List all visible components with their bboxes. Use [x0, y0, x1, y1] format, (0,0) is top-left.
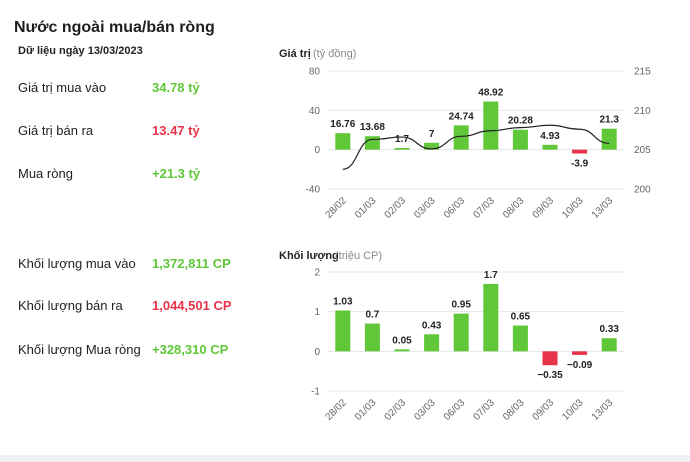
volume-bar — [601, 338, 617, 352]
volume-xtick-label: 09/03 — [531, 397, 557, 423]
sell-volume: 1,044,501 CP — [152, 298, 232, 313]
value-ytick-label: 80 — [309, 67, 321, 78]
value-ytick-label: 0 — [314, 145, 320, 156]
volume-data-label: 0.05 — [392, 335, 412, 346]
volume-data-label: 0.95 — [451, 300, 471, 311]
value-xtick-label: 02/03 — [383, 195, 409, 221]
volume-xtick-label: 02/03 — [383, 397, 409, 423]
value-y2tick-label: 215 — [634, 67, 651, 78]
value-data-label: 16.76 — [330, 119, 355, 130]
value-ytick-label: 40 — [309, 106, 321, 117]
value-data-label: -3.9 — [571, 159, 589, 170]
volume-ytick-label: 2 — [314, 268, 320, 279]
volume-bar — [542, 351, 558, 366]
volume-data-label: 1.7 — [484, 270, 498, 281]
value-data-label: 21.3 — [599, 115, 619, 126]
volume-xtick-label: 06/03 — [442, 397, 468, 423]
value-bar — [394, 147, 410, 150]
value-data-label: 48.92 — [478, 88, 503, 99]
volume-chart-unit: (triệu CP) — [335, 250, 382, 262]
buy-volume-label: Khối lượng mua vào — [18, 256, 136, 271]
volume-chart-title: Khối lượng — [279, 250, 339, 262]
volume-bar — [335, 310, 351, 352]
volume-bar — [512, 325, 528, 352]
value-bar — [572, 149, 588, 154]
bottom-band — [0, 455, 690, 462]
volume-data-label: 1.03 — [333, 296, 353, 307]
value-bar — [424, 142, 440, 150]
volume-data-label: 0.33 — [599, 324, 619, 335]
volume-xtick-label: 28/02 — [323, 397, 349, 423]
value-data-label: 7 — [429, 129, 435, 140]
value-bar — [483, 101, 499, 150]
volume-chart: Khối lượng (triệu CP) -1 0 1 2 1.03 28/02 0.7 0… — [279, 250, 624, 423]
volume-xtick-label: 07/03 — [471, 397, 497, 423]
volume-data-label: 0.65 — [511, 312, 531, 323]
value-xtick-label: 07/03 — [471, 195, 497, 221]
value-xtick-label: 03/03 — [412, 195, 438, 221]
value-chart-title: Giá trị — [279, 48, 311, 60]
value-data-label: 1.7 — [395, 134, 409, 145]
value-data-label: 24.74 — [449, 111, 474, 122]
value-data-label: 13.68 — [360, 122, 385, 133]
sell-value: 13.47 tỷ — [152, 123, 200, 138]
volume-xtick-label: 01/03 — [353, 397, 379, 423]
volume-bar — [572, 351, 588, 355]
value-xtick-label: 06/03 — [442, 195, 468, 221]
volume-bar — [394, 349, 410, 352]
value-index-line — [342, 124, 610, 170]
value-bar — [542, 144, 558, 150]
value-data-label: 4.93 — [540, 131, 560, 142]
value-xtick-label: 28/02 — [323, 195, 349, 221]
net-value-label: Mua ròng — [18, 166, 73, 181]
volume-data-label: −0.09 — [567, 360, 593, 371]
buy-value-label: Giá trị mua vào — [18, 80, 107, 95]
value-ytick-label: -40 — [306, 185, 321, 196]
value-xtick-label: 08/03 — [501, 195, 527, 221]
volume-ytick-label: 1 — [314, 307, 320, 318]
value-bar — [453, 125, 469, 150]
volume-bar — [364, 323, 380, 352]
volume-data-label: 0.7 — [365, 310, 379, 321]
value-xtick-label: 09/03 — [531, 195, 557, 221]
volume-bar — [424, 334, 440, 352]
value-y2tick-label: 200 — [634, 185, 651, 196]
volume-xtick-label: 03/03 — [412, 397, 438, 423]
value-xtick-label: 01/03 — [353, 195, 379, 221]
value-xtick-label: 10/03 — [560, 195, 586, 221]
value-bar — [601, 128, 617, 150]
volume-data-label: −0.35 — [537, 370, 563, 381]
page-title: Nước ngoài mua/bán ròng — [14, 19, 215, 36]
volume-xtick-label: 10/03 — [560, 397, 586, 423]
value-chart-unit: (tỷ đồng) — [313, 48, 356, 60]
value-bar — [364, 136, 380, 150]
sell-volume-label: Khối lượng bán ra — [18, 298, 123, 313]
buy-volume: 1,372,811 CP — [152, 256, 231, 271]
volume-ytick-label: -1 — [311, 387, 320, 398]
value-y2tick-label: 205 — [634, 145, 651, 156]
sell-value-label: Giá trị bán ra — [18, 123, 94, 138]
value-bar — [335, 133, 351, 150]
value-y2tick-label: 210 — [634, 106, 651, 117]
net-value: +21.3 tỷ — [152, 166, 201, 181]
volume-xtick-label: 08/03 — [501, 397, 527, 423]
value-bar — [512, 129, 528, 150]
volume-ytick-label: 0 — [314, 347, 320, 358]
buy-value: 34.78 tỷ — [152, 80, 200, 95]
net-volume-label: Khối lượng Mua ròng — [18, 342, 141, 357]
net-volume: +328,310 CP — [152, 342, 229, 357]
volume-xtick-label: 13/03 — [590, 397, 616, 423]
volume-bar — [483, 283, 499, 352]
data-date: Dữ liệu ngày 13/03/2023 — [18, 45, 143, 57]
volume-bar — [453, 313, 469, 352]
value-data-label: 20.28 — [508, 116, 533, 127]
value-xtick-label: 13/03 — [590, 195, 616, 221]
volume-data-label: 0.43 — [422, 320, 442, 331]
value-chart: Giá trị (tỷ đồng) -40 0 40 80 200 205 210 215 16… — [279, 48, 651, 221]
